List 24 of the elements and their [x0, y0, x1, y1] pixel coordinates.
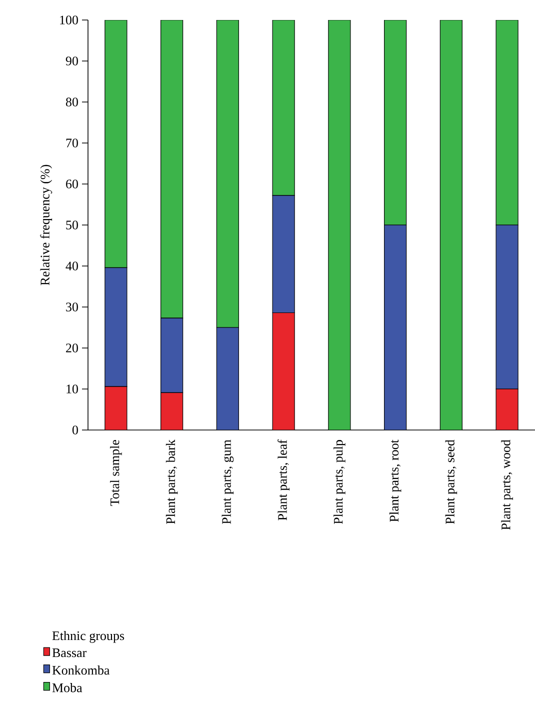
y-tick-label: 70 — [66, 138, 78, 148]
y-tick-label: 90 — [66, 56, 78, 66]
x-tick-label: Plant parts, pulp — [334, 440, 346, 524]
legend-label: Konkomba — [52, 666, 110, 675]
y-tick-label: 40 — [66, 262, 78, 270]
legend-title: Ethnic groups — [52, 630, 124, 643]
x-tick-label: Plant parts, root — [389, 440, 402, 522]
y-tick-label: 20 — [66, 344, 78, 352]
y-axis-title: Relative frequency (%) — [40, 164, 52, 286]
x-tick-label: Plant parts, gum — [222, 440, 234, 524]
x-tick-label: Total sample — [110, 440, 122, 506]
x-tick-label: Plant parts, seed — [445, 440, 458, 524]
y-tick-label: 30 — [66, 302, 78, 312]
legend-label: Moba — [52, 683, 82, 692]
x-tick-label: Plant parts, leaf — [278, 440, 290, 520]
y-tick-label: 60 — [66, 180, 78, 188]
y-tick-label: 0 — [72, 426, 78, 434]
y-tick-label: 100 — [60, 16, 78, 24]
x-tick-label: Plant parts, bark — [166, 440, 178, 524]
y-tick-label: 10 — [66, 384, 78, 394]
y-tick-label: 50 — [66, 220, 78, 230]
x-tick-label: Plant parts, wood — [501, 440, 513, 530]
legend-label: Bassar — [52, 648, 87, 658]
y-tick-label: 80 — [66, 98, 78, 106]
